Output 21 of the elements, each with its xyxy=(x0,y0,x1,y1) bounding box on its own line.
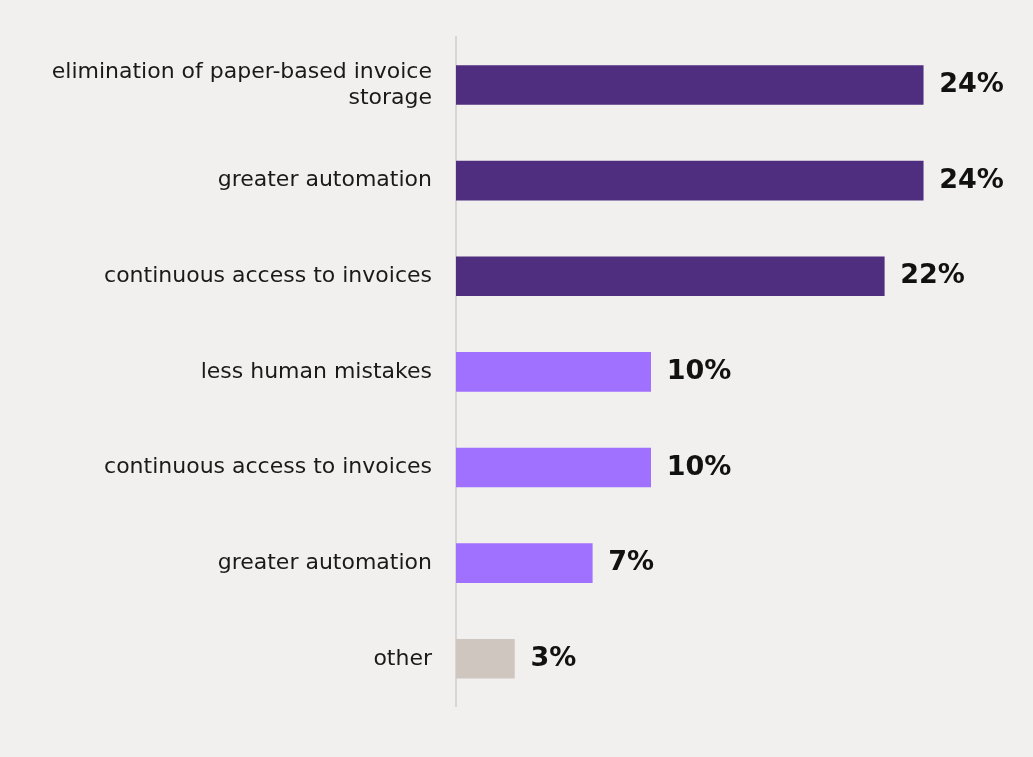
bar xyxy=(456,638,515,679)
bar xyxy=(456,65,924,105)
y-tick-label: less human mistakes xyxy=(200,357,432,383)
data-label: 10% xyxy=(666,353,732,385)
y-tick-label: elimination of paper-based invoice storage xyxy=(51,57,432,109)
bar xyxy=(456,543,593,583)
data-label: 10% xyxy=(666,449,732,481)
data-label: 7% xyxy=(608,545,655,577)
data-label: 24% xyxy=(939,67,1004,99)
y-tick-label: greater automation xyxy=(217,548,432,574)
data-label: 3% xyxy=(530,640,577,672)
bar xyxy=(456,447,651,488)
data-label: 24% xyxy=(939,162,1004,194)
bar xyxy=(456,256,885,297)
y-tick-label: greater automation xyxy=(217,166,432,192)
y-tick-label: other xyxy=(373,644,433,670)
data-label: 22% xyxy=(900,258,965,290)
bar xyxy=(456,160,924,201)
bar xyxy=(456,352,651,392)
y-tick-label: continuous access to invoices xyxy=(104,261,432,287)
y-tick-label: continuous access to invoices xyxy=(104,453,432,479)
